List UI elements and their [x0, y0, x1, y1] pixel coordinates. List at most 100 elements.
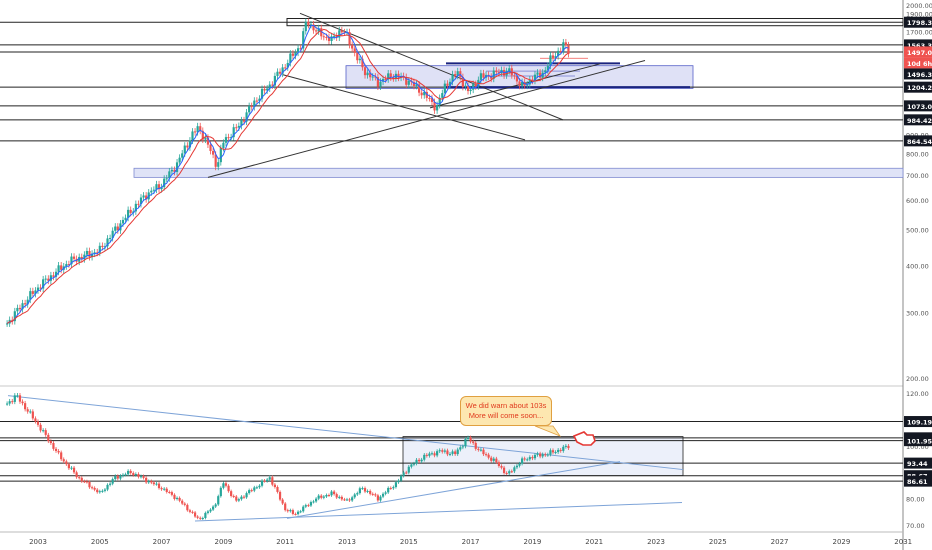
index-candle: [165, 488, 168, 492]
price-candle: [430, 98, 434, 102]
index-candle: [134, 474, 137, 476]
price-candle: [397, 73, 400, 78]
price-candle: [551, 55, 555, 58]
index-candle: [284, 503, 287, 511]
price-candle: [474, 83, 477, 87]
price-candle: [212, 150, 215, 155]
index-candle: [448, 453, 452, 455]
price-candle: [271, 84, 274, 86]
price-candle: [369, 72, 372, 78]
price-candle: [196, 126, 199, 133]
index-candle: [299, 511, 302, 513]
index-tick-label: 70.00: [906, 522, 925, 530]
ma-slow-line: [6, 28, 569, 324]
index-candle: [428, 453, 431, 456]
index-candle: [232, 495, 235, 497]
index-candle: [320, 495, 323, 498]
index-candle: [335, 494, 338, 498]
time-tick-label: 2021: [585, 538, 603, 546]
price-candle: [114, 226, 117, 231]
time-tick-label: 2013: [338, 538, 356, 546]
price-candle: [155, 184, 158, 190]
index-candle: [436, 451, 439, 456]
price-candle: [495, 70, 498, 73]
price-candle: [214, 154, 217, 167]
index-candle: [363, 488, 367, 492]
price-candle: [139, 197, 143, 205]
index-candle: [199, 517, 202, 519]
index-candle: [374, 494, 377, 496]
price-candle: [451, 74, 454, 82]
index-candle: [101, 490, 104, 492]
index-candle: [562, 446, 565, 451]
price-candle: [412, 82, 416, 86]
index-candle: [201, 518, 204, 520]
index-level-label: 93.44: [907, 460, 928, 468]
price-candle: [433, 101, 436, 111]
price-candle: [387, 73, 390, 80]
price-candle: [304, 21, 307, 32]
price-candle: [286, 62, 289, 68]
price-level-tag: [904, 81, 932, 93]
index-candle: [186, 504, 189, 511]
price-candle: [423, 91, 426, 96]
index-candle: [29, 411, 32, 413]
index-candle: [248, 490, 251, 494]
index-candle: [90, 487, 94, 489]
price-candle: [333, 35, 336, 37]
index-candle: [16, 395, 19, 397]
price-candle: [479, 73, 482, 80]
index-candle: [245, 493, 248, 498]
price-candle: [116, 226, 119, 231]
index-candle: [338, 496, 341, 498]
index-candle: [490, 457, 493, 461]
price-candle: [521, 82, 524, 86]
price-level-tag: [904, 46, 932, 58]
index-candle: [36, 421, 40, 425]
index-candle: [343, 499, 346, 501]
price-candle: [98, 245, 101, 253]
price-candle: [90, 253, 94, 258]
price-tick-label: 700.00: [906, 172, 929, 180]
price-candle: [562, 42, 565, 52]
index-candle: [497, 462, 501, 467]
price-candle: [348, 32, 351, 45]
index-candle: [384, 492, 387, 494]
index-candle: [387, 487, 390, 493]
price-level-tag: [904, 57, 932, 69]
index-candle: [549, 450, 552, 455]
index-candle: [523, 458, 526, 460]
index-candle: [433, 453, 436, 456]
index-candle: [258, 485, 261, 488]
index-candle: [539, 453, 542, 457]
index-candle: [528, 457, 531, 460]
price-candle: [224, 137, 228, 143]
index-candle: [513, 467, 516, 472]
index-candle: [551, 450, 555, 453]
index-candle: [515, 465, 519, 468]
index-trend-line: [7, 395, 684, 471]
index-candle: [430, 453, 434, 455]
price-tick-label: 2000.00: [906, 2, 932, 10]
price-candle: [559, 50, 562, 52]
price-candle: [541, 72, 544, 78]
price-candle: [518, 81, 521, 86]
price-candle: [237, 125, 240, 128]
trend-line: [429, 63, 601, 109]
index-candle: [88, 481, 91, 488]
price-tick-label: 600.00: [906, 197, 929, 205]
price-candle: [230, 137, 233, 139]
index-candle: [482, 449, 485, 455]
index-candle: [67, 464, 70, 469]
index-candle: [369, 490, 372, 494]
index-candle: [253, 487, 256, 491]
index-candle: [333, 491, 336, 495]
index-candle: [111, 479, 114, 484]
index-candle: [183, 503, 186, 505]
index-candle: [345, 499, 349, 501]
price-candle: [188, 140, 192, 148]
price-candle: [557, 50, 560, 57]
index-candle: [8, 401, 11, 404]
price-candle: [315, 30, 318, 32]
index-candle: [446, 450, 449, 455]
